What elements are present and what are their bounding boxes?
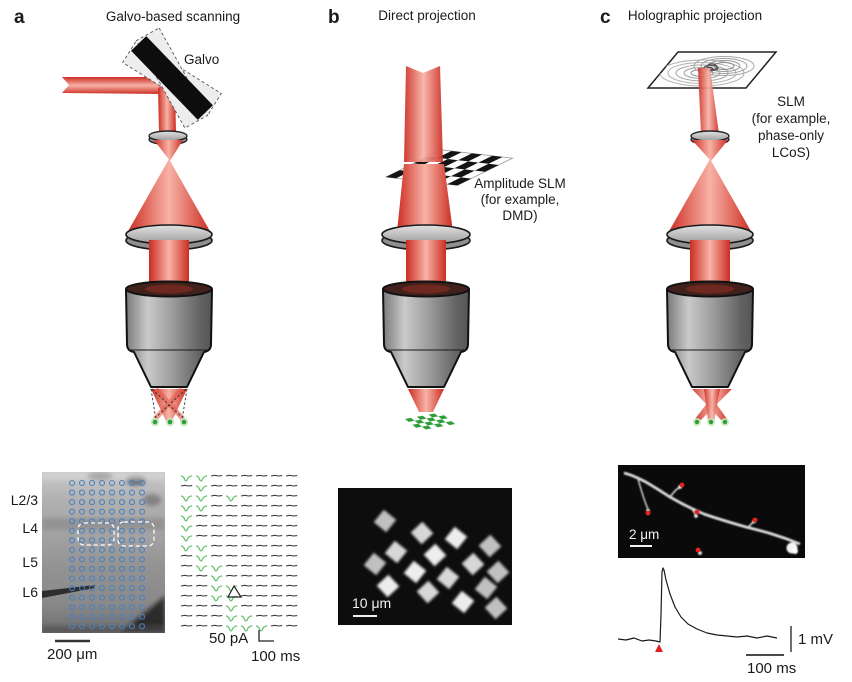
svg-text:DMD): DMD) bbox=[502, 208, 537, 223]
objective-a bbox=[125, 280, 213, 388]
slice-image bbox=[42, 472, 165, 633]
panel-c: c Holographic projection bbox=[600, 7, 833, 677]
uncaging-red-dots bbox=[645, 482, 758, 553]
pipette bbox=[42, 585, 95, 598]
svg-text:SLM: SLM bbox=[777, 94, 805, 109]
galvo-mirror bbox=[122, 27, 222, 129]
beam-top-b bbox=[404, 66, 443, 162]
objective-b bbox=[382, 280, 470, 388]
scale-50pa-label: 50 pA bbox=[209, 630, 248, 647]
epsp-line bbox=[617, 567, 778, 643]
scale-1mv-label: 1 mV bbox=[798, 631, 833, 648]
stim-arrowhead-icon bbox=[655, 644, 663, 652]
laser-beam-horizontal bbox=[62, 77, 177, 94]
beam-cone-a1 bbox=[154, 140, 183, 161]
dashed-roi-right bbox=[117, 521, 155, 547]
beam-column-c bbox=[690, 240, 730, 286]
layer-labels: L2/3 L4 L5 L6 bbox=[11, 492, 38, 600]
beam-exit-b bbox=[408, 389, 444, 412]
scale-100ms-label-c: 100 ms bbox=[747, 660, 796, 677]
svg-text:(for example,: (for example, bbox=[481, 192, 560, 207]
panel-a-title: Galvo-based scanning bbox=[106, 9, 240, 24]
galvo-label: Galvo bbox=[184, 52, 219, 67]
beam-below-dmd bbox=[397, 164, 453, 232]
objective-c bbox=[666, 280, 754, 388]
amplitude-slm-label: Amplitude SLM (for example, DMD) bbox=[474, 176, 566, 223]
layer-label-l5: L5 bbox=[22, 554, 38, 570]
projected-pattern bbox=[405, 413, 456, 430]
beam-column-a bbox=[149, 240, 189, 286]
svg-text:(for example,: (for example, bbox=[752, 111, 831, 126]
panel-b-label: b bbox=[328, 7, 340, 28]
focal-spots-a bbox=[150, 387, 189, 427]
beam-cone-c2 bbox=[668, 159, 752, 233]
scale-100ms-label-a: 100 ms bbox=[251, 648, 300, 665]
trace-grid bbox=[180, 474, 298, 632]
beam-cone-c1 bbox=[692, 140, 728, 161]
dashed-roi-left bbox=[77, 522, 115, 546]
spots-image: 10 μm bbox=[338, 488, 512, 625]
layer-label-l23: L2/3 bbox=[11, 492, 38, 508]
panel-c-label: c bbox=[600, 7, 611, 28]
panel-a: a Galvo-based scanning Galvo bbox=[11, 7, 300, 665]
panel-c-title: Holographic projection bbox=[628, 8, 762, 23]
panel-b-title: Direct projection bbox=[378, 8, 476, 23]
svg-text:phase-only: phase-only bbox=[758, 128, 824, 143]
panel-b: b Direct projection Amplitude SLM (for e… bbox=[328, 7, 566, 625]
focal-spots-c bbox=[692, 389, 732, 426]
scale-bar-2um-label: 2 μm bbox=[629, 527, 659, 542]
slm-label: SLM (for example, phase-only LCoS) bbox=[752, 94, 831, 160]
svg-text:LCoS): LCoS) bbox=[772, 145, 810, 160]
beam-cone-a2 bbox=[127, 159, 211, 233]
layer-label-l6: L6 bbox=[22, 584, 38, 600]
stimulation-grid-circles bbox=[68, 479, 146, 630]
scale-bar-200um-label: 200 μm bbox=[47, 646, 97, 663]
epsp-trace: 1 mV 100 ms bbox=[617, 567, 833, 677]
tube-lens-a bbox=[125, 224, 213, 251]
scale-bar-10um-label: 10 μm bbox=[352, 595, 391, 611]
trace-scale-mark bbox=[258, 630, 274, 642]
svg-text:Amplitude SLM: Amplitude SLM bbox=[474, 176, 566, 191]
bright-squares bbox=[363, 509, 510, 620]
green-spots-a bbox=[150, 417, 189, 427]
panel-a-label: a bbox=[14, 7, 25, 28]
dendrite-image: 2 μm bbox=[618, 465, 805, 558]
beam-column-b bbox=[406, 240, 446, 286]
beam-top-c bbox=[698, 68, 719, 134]
layer-label-l4: L4 bbox=[22, 520, 38, 536]
